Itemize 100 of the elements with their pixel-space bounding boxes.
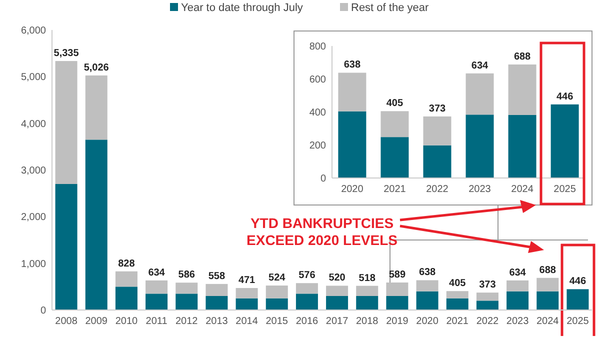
total-label: 688 [514, 51, 532, 62]
bar [536, 291, 559, 310]
x-tick-label: 2013 [206, 316, 228, 327]
bar [176, 282, 198, 294]
total-label: 518 [358, 272, 376, 284]
total-label: 471 [238, 275, 256, 286]
annotation: YTD BANKRUPTCIES EXCEED 2020 LEVELS [246, 215, 398, 248]
bar [55, 61, 78, 184]
bar [476, 292, 498, 301]
bar [326, 296, 348, 310]
total-label: 524 [268, 272, 286, 284]
bar [508, 114, 536, 178]
total-label: 520 [328, 272, 346, 284]
x-tick-label: 2023 [468, 184, 492, 195]
bar [386, 296, 408, 310]
bar [338, 111, 366, 178]
x-tick-label: 2009 [85, 316, 108, 327]
bar [296, 283, 318, 294]
x-tick-label: 2008 [55, 316, 78, 327]
bar [146, 280, 168, 294]
x-tick-label: 2019 [386, 316, 409, 327]
y-tick-label: 800 [309, 42, 326, 52]
y-tick-label: 3,000 [20, 166, 46, 176]
legend-label: Rest of the year [351, 2, 429, 14]
bar [356, 286, 378, 296]
x-tick-label: 2021 [446, 316, 469, 327]
x-tick-label: 2011 [146, 316, 168, 327]
bar [416, 280, 438, 292]
total-label: 405 [449, 278, 466, 290]
total-label: 634 [471, 60, 489, 72]
total-label: 688 [539, 264, 556, 276]
total-label: 405 [386, 98, 404, 110]
y-tick-label: 200 [309, 140, 326, 152]
bar [380, 111, 409, 138]
bar [423, 145, 452, 178]
x-tick-label: 2025 [554, 184, 576, 195]
x-tick-label: 2024 [511, 184, 534, 195]
total-label: 446 [569, 276, 586, 288]
total-label: 5,335 [54, 48, 80, 60]
bar [206, 296, 228, 310]
bar [416, 291, 438, 310]
bar [206, 284, 228, 296]
bar [55, 184, 78, 310]
bar [115, 271, 138, 287]
bar [476, 300, 498, 310]
bar [338, 72, 366, 112]
bar [466, 114, 494, 178]
x-tick-label: 2014 [236, 316, 258, 327]
bar [176, 294, 198, 310]
total-label: 576 [298, 270, 316, 282]
bar [550, 104, 579, 178]
y-tick-label: 2,000 [20, 212, 46, 224]
y-tick-label: 0 [40, 306, 46, 316]
total-label: 586 [178, 270, 196, 281]
x-tick-label: 2015 [266, 316, 288, 327]
bar [266, 298, 288, 310]
bar [380, 137, 409, 178]
total-label: 634 [148, 267, 166, 278]
total-label: 373 [428, 103, 446, 114]
total-label: 589 [388, 270, 406, 281]
bar [85, 140, 108, 310]
total-label: 638 [344, 60, 361, 71]
total-label: 5,026 [84, 62, 110, 74]
x-tick-label: 2020 [341, 184, 364, 195]
x-tick-label: 2025 [566, 316, 590, 327]
y-tick-label: 5,000 [20, 72, 46, 84]
bar [326, 286, 348, 296]
bar [115, 286, 138, 310]
bar [266, 286, 288, 298]
x-tick-label: 2021 [384, 184, 406, 195]
bar [446, 291, 468, 298]
bar [508, 64, 536, 115]
y-tick-label: 400 [309, 108, 326, 118]
bar [506, 291, 529, 310]
y-tick-label: 0 [320, 174, 326, 184]
x-tick-label: 2023 [506, 316, 530, 327]
total-label: 558 [208, 270, 226, 282]
bar [146, 294, 168, 310]
bar [423, 116, 452, 146]
bar [466, 73, 494, 115]
bar [506, 280, 529, 292]
total-label: 828 [118, 258, 136, 270]
x-tick-label: 2018 [356, 316, 379, 327]
x-tick-label: 2012 [176, 316, 198, 327]
bar [566, 289, 589, 310]
bar [446, 298, 468, 310]
total-label: 373 [479, 280, 496, 291]
y-tick-label: 4,000 [20, 118, 46, 130]
y-tick-label: 600 [309, 74, 326, 86]
x-tick-label: 2017 [326, 316, 349, 327]
x-tick-label: 2020 [416, 316, 439, 327]
bar [356, 296, 378, 310]
x-tick-label: 2024 [536, 316, 560, 327]
total-label: 446 [556, 91, 574, 102]
x-tick-label: 2010 [115, 316, 138, 327]
total-label: 634 [509, 267, 526, 278]
bar [236, 298, 258, 310]
total-label: 638 [418, 267, 436, 278]
y-tick-label: 6,000 [20, 26, 46, 36]
bar [536, 278, 559, 292]
